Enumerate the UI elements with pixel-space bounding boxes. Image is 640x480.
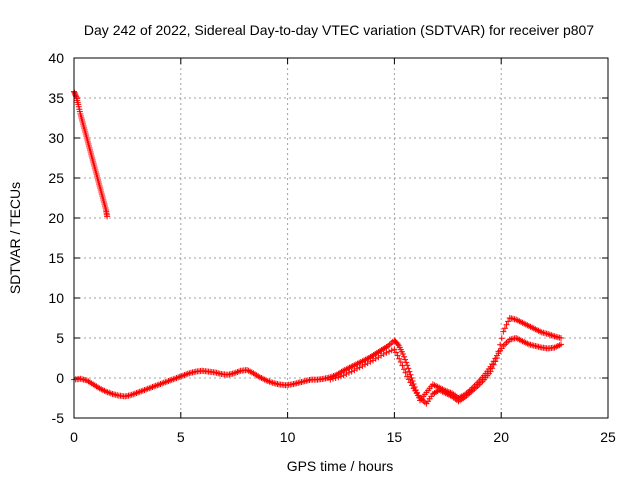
data-point-interp (367, 358, 374, 365)
data-point (359, 363, 366, 369)
data-point-interp (340, 372, 347, 379)
grid-lines (74, 58, 608, 418)
x-tick-label: 20 (493, 429, 509, 445)
x-tick-label: 15 (387, 429, 403, 445)
data-point (408, 375, 415, 381)
y-tick-labels: -5 0 5 10 15 20 25 30 35 40 (48, 50, 64, 426)
data-point-interp (399, 362, 406, 369)
data-point-interp (329, 375, 336, 382)
data-point-interp (497, 341, 504, 348)
data-point-interp (495, 348, 502, 355)
data-point-interp (402, 369, 409, 376)
x-tick-label: 10 (280, 429, 296, 445)
data-points (71, 88, 565, 407)
data-point-interp (343, 371, 350, 377)
data-point-interp (498, 335, 505, 342)
data-point (558, 335, 565, 341)
data-point-interp (401, 353, 408, 360)
y-tick-label: 15 (48, 250, 64, 266)
x-tick-label: 25 (600, 429, 616, 445)
data-point (397, 359, 404, 365)
data-point-interp (335, 374, 342, 381)
data-point-interp (332, 375, 339, 381)
data-point-interp (407, 371, 414, 378)
data-point-interp (386, 348, 393, 355)
data-point-interp (492, 358, 499, 365)
data-point-interp (383, 349, 390, 356)
data-point-interp (406, 368, 413, 375)
y-tick-label: 0 (56, 370, 64, 386)
y-tick-label: 10 (48, 290, 64, 306)
data-point (338, 373, 344, 380)
series-group (327, 315, 565, 407)
data-point-interp (401, 366, 408, 373)
x-tick-label: 5 (177, 429, 185, 445)
data-point-interp (405, 365, 412, 372)
data-point (380, 351, 387, 357)
x-tick-label: 0 (70, 429, 78, 445)
data-point-interp (388, 347, 395, 354)
data-point-interp (402, 356, 409, 363)
data-point-interp (351, 367, 358, 374)
chart-title: Day 242 of 2022, Sidereal Day-to-day VTE… (84, 22, 594, 38)
data-point-interp (362, 361, 369, 368)
data-point (500, 328, 507, 335)
data-point (327, 376, 334, 383)
data-point-interp (346, 369, 353, 376)
data-point-interp (396, 355, 403, 362)
data-point (391, 346, 398, 353)
data-point-interp (394, 352, 401, 359)
series-group (71, 88, 111, 220)
data-point (399, 351, 406, 357)
data-point-interp (490, 361, 497, 368)
data-point-interp (501, 325, 508, 332)
y-tick-label: 30 (48, 130, 64, 146)
y-tick-label: 35 (48, 90, 64, 106)
data-point (493, 355, 500, 361)
data-point-interp (503, 321, 510, 328)
data-point-interp (394, 341, 401, 347)
x-tick-labels: 0 5 10 15 20 25 (70, 429, 616, 445)
data-point-interp (354, 365, 361, 372)
y-tick-label: 5 (56, 330, 64, 346)
y-tick-label: 25 (48, 170, 64, 186)
y-axis-label: SDTVAR / TECUs (7, 182, 23, 294)
plot-frame (73, 57, 609, 419)
data-point-interp (356, 364, 363, 371)
y-tick-label: -5 (52, 410, 65, 426)
data-point (348, 368, 355, 375)
data-point-interp (364, 360, 371, 367)
x-axis-label: GPS time / hours (287, 458, 394, 474)
data-point-interp (489, 365, 496, 372)
y-tick-label: 40 (48, 50, 64, 66)
data-point (558, 341, 565, 348)
data-point-interp (403, 359, 410, 366)
data-point-interp (393, 349, 400, 356)
tick-marks (73, 57, 609, 419)
data-point (104, 213, 111, 220)
data-point (487, 368, 494, 375)
data-point-interp (505, 318, 512, 325)
y-tick-label: 20 (48, 210, 64, 226)
